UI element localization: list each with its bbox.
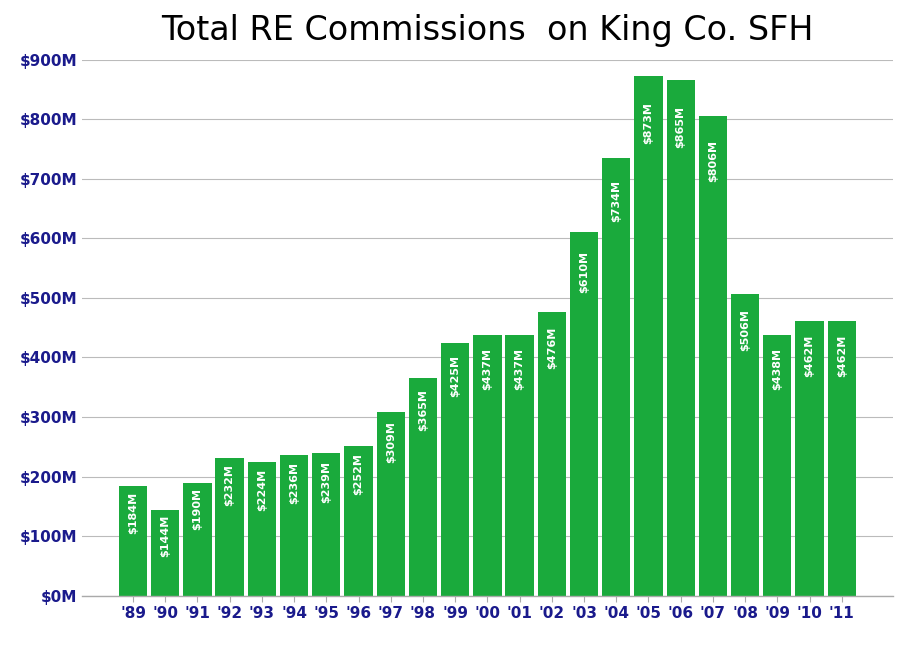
Text: $734M: $734M (611, 180, 621, 222)
Bar (183, 483, 211, 596)
Text: $252M: $252M (353, 453, 363, 495)
Bar (248, 462, 276, 596)
Text: $239M: $239M (322, 461, 332, 502)
Text: $437M: $437M (483, 348, 492, 391)
Bar (537, 312, 566, 596)
Bar (763, 335, 792, 596)
Bar (473, 336, 502, 596)
Text: $610M: $610M (579, 250, 589, 293)
Text: $506M: $506M (740, 309, 750, 352)
Text: $865M: $865M (676, 106, 686, 148)
Text: $476M: $476M (547, 326, 557, 369)
Text: $438M: $438M (773, 348, 783, 390)
Bar (699, 116, 727, 596)
Text: $462M: $462M (836, 334, 846, 377)
Text: $309M: $309M (385, 421, 395, 463)
Bar (506, 336, 534, 596)
Bar (441, 343, 469, 596)
Bar (667, 80, 695, 596)
Text: $232M: $232M (225, 465, 235, 506)
Text: $236M: $236M (289, 462, 299, 504)
Bar (731, 295, 759, 596)
Bar (570, 232, 599, 596)
Title: Total RE Commissions  on King Co. SFH: Total RE Commissions on King Co. SFH (161, 14, 814, 47)
Text: $425M: $425M (450, 355, 460, 397)
Bar (344, 446, 373, 596)
Bar (827, 320, 856, 596)
Bar (216, 457, 244, 596)
Bar (634, 75, 662, 596)
Bar (409, 379, 437, 596)
Text: $144M: $144M (160, 514, 170, 557)
Text: $224M: $224M (257, 469, 267, 511)
Bar (151, 510, 179, 596)
Bar (280, 455, 308, 596)
Text: $462M: $462M (804, 334, 814, 377)
Bar (118, 486, 148, 596)
Text: $184M: $184M (128, 492, 138, 534)
Bar (602, 158, 630, 596)
Bar (312, 453, 341, 596)
Bar (376, 412, 404, 596)
Text: $806M: $806M (708, 140, 718, 181)
Bar (795, 320, 824, 596)
Text: $873M: $873M (643, 102, 653, 144)
Text: $365M: $365M (418, 389, 428, 431)
Text: $190M: $190M (192, 489, 202, 530)
Text: $437M: $437M (515, 348, 525, 391)
